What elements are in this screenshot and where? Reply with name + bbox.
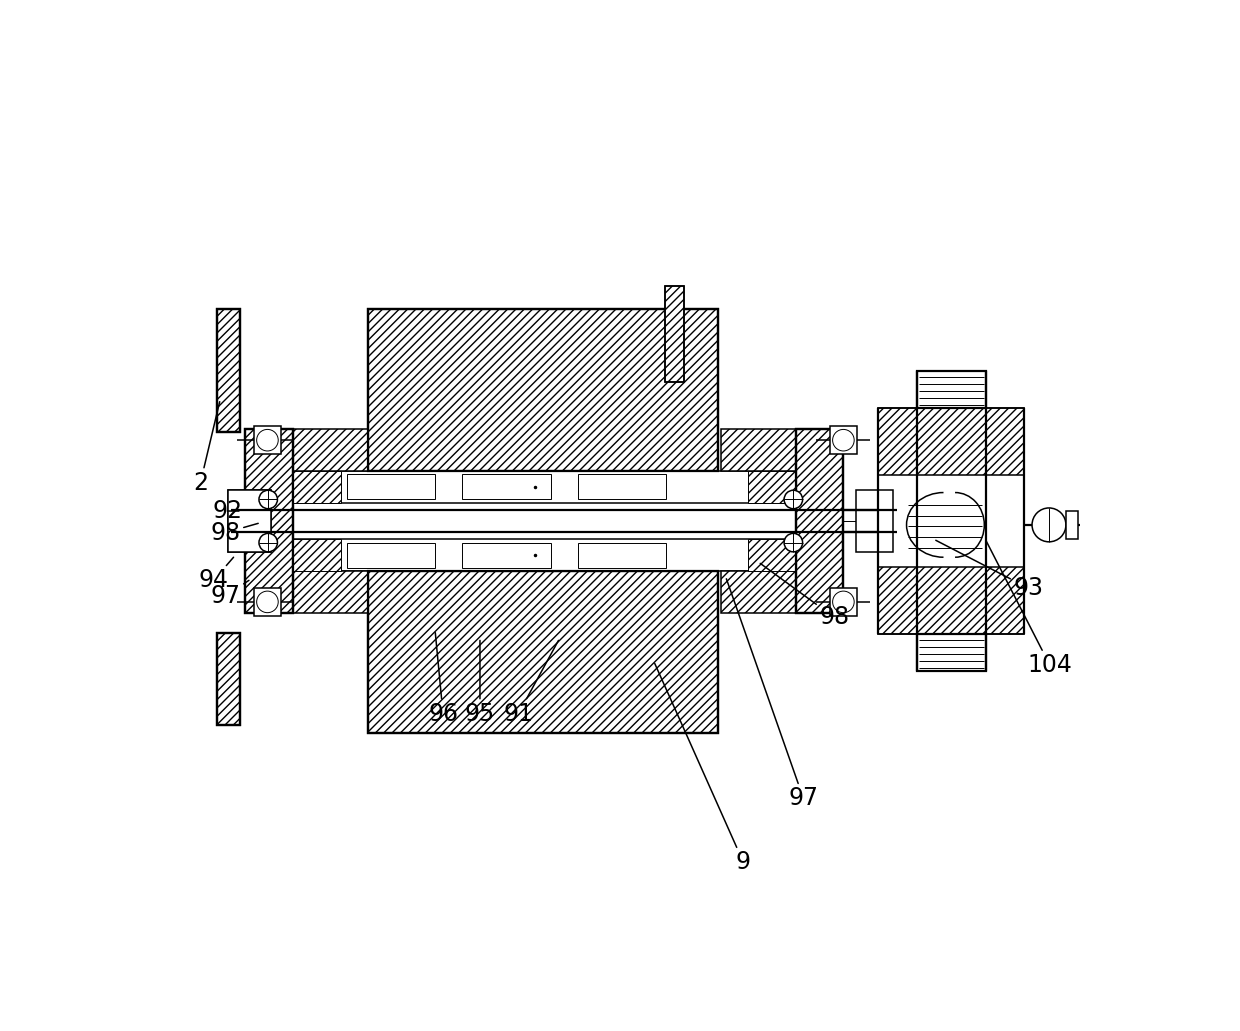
Bar [228, 490, 270, 552]
Text: 96: 96 [428, 633, 458, 726]
Circle shape [784, 490, 802, 508]
Bar [796, 429, 843, 613]
Bar [463, 543, 551, 568]
Text: 97: 97 [727, 578, 818, 810]
Text: 104: 104 [986, 540, 1073, 677]
Circle shape [257, 591, 278, 612]
Text: 91: 91 [503, 640, 558, 726]
Bar [578, 543, 666, 568]
Bar [720, 571, 796, 613]
Circle shape [259, 490, 278, 508]
Bar [217, 633, 239, 725]
Bar [748, 471, 796, 503]
Bar [293, 471, 796, 571]
Bar [878, 498, 1024, 634]
Bar [748, 539, 796, 571]
Bar [665, 287, 684, 383]
Bar [293, 571, 367, 613]
Bar [246, 429, 293, 613]
Bar [293, 539, 341, 571]
Bar [367, 309, 718, 471]
Circle shape [832, 591, 854, 612]
Bar [367, 571, 718, 733]
Bar [217, 309, 239, 432]
Bar [217, 633, 239, 725]
Bar [293, 429, 367, 471]
Text: 92: 92 [212, 499, 242, 523]
Bar [253, 427, 281, 454]
Bar [347, 474, 435, 499]
Bar [1066, 511, 1079, 539]
Bar [347, 543, 435, 568]
Bar [217, 309, 239, 432]
Text: 98: 98 [760, 563, 849, 629]
Bar [830, 588, 857, 616]
Circle shape [257, 429, 278, 451]
Bar [293, 539, 796, 571]
Bar [878, 475, 1024, 567]
Text: 93: 93 [936, 540, 1043, 600]
Bar [878, 498, 1024, 634]
Bar [293, 471, 796, 503]
Bar [228, 490, 270, 552]
Bar [916, 634, 986, 671]
Text: 95: 95 [465, 640, 495, 726]
Text: 97: 97 [211, 580, 249, 607]
Bar [720, 429, 796, 471]
Bar [367, 309, 718, 471]
Text: 9: 9 [655, 664, 750, 874]
Circle shape [1032, 508, 1066, 542]
Bar [796, 429, 843, 613]
Circle shape [259, 533, 278, 552]
Bar [293, 471, 341, 503]
Text: 98: 98 [211, 521, 258, 544]
Circle shape [784, 533, 802, 552]
Bar [856, 490, 893, 552]
Bar [665, 287, 684, 383]
Text: 94: 94 [198, 557, 233, 593]
Bar [463, 474, 551, 499]
Bar [253, 588, 281, 616]
Bar [830, 427, 857, 454]
Bar [916, 371, 986, 408]
Bar [878, 408, 1024, 498]
Text: 2: 2 [193, 402, 219, 495]
Bar [367, 571, 718, 733]
Bar [246, 429, 293, 613]
Bar [578, 474, 666, 499]
Circle shape [832, 429, 854, 451]
Bar [878, 408, 1024, 498]
